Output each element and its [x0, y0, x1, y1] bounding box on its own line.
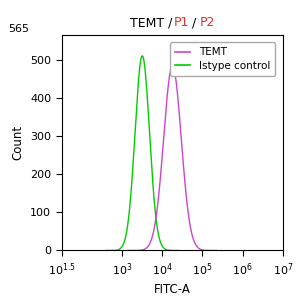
Text: P1: P1 — [174, 16, 189, 29]
Text: /: / — [188, 16, 201, 29]
Text: 565: 565 — [9, 25, 30, 35]
X-axis label: FITC-A: FITC-A — [154, 283, 191, 296]
Legend: TEMT, Istype control: TEMT, Istype control — [169, 42, 275, 76]
Y-axis label: Count: Count — [12, 125, 25, 160]
Text: P2: P2 — [200, 16, 215, 29]
Text: TEMT /: TEMT / — [130, 16, 176, 29]
